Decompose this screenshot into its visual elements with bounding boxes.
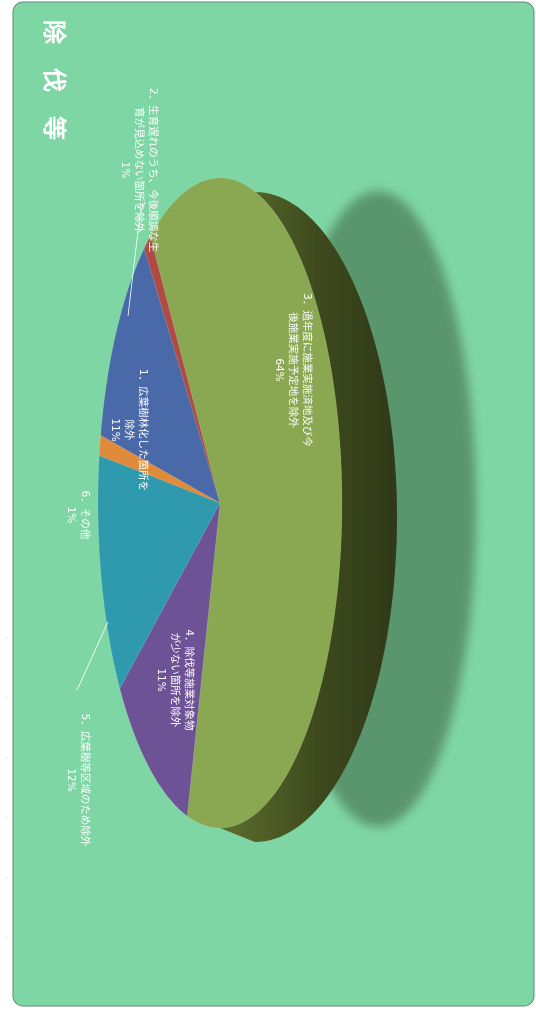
slice-label-line-1: 除外 bbox=[123, 420, 136, 441]
slice-percent-6: 1% bbox=[65, 507, 77, 524]
svg-text:·: · bbox=[6, 695, 8, 702]
slice-percent-1: 11% bbox=[109, 418, 121, 441]
svg-text:·: · bbox=[6, 635, 8, 642]
svg-text:·: · bbox=[6, 815, 8, 822]
chart-title-text: 除 伐 等 bbox=[40, 20, 68, 140]
slice-label-line-4: が少ない箇所を除外 bbox=[169, 633, 182, 728]
slice-percent-2: 1% bbox=[119, 162, 131, 179]
pie-depth-side bbox=[220, 178, 397, 842]
slice-label-line-2: 育が見込めない箇所を除外 bbox=[133, 107, 146, 233]
pie-body: 1．広葉樹林化した箇所を除外11%2．生育遅れのうち、今後順調な生育が見込めない… bbox=[65, 88, 476, 847]
svg-text:·: · bbox=[6, 875, 8, 882]
pie-slice-4 bbox=[119, 502, 221, 817]
slice-label-line-3: 3．過年度に施業実施済地及び今 bbox=[301, 293, 314, 447]
leader-line-5 bbox=[75, 621, 109, 691]
slice-label-line-2: 2．生育遅れのうち、今後順調な生 bbox=[147, 88, 160, 252]
slice-label-line-4: 4．除伐等施業対象物 bbox=[183, 629, 196, 730]
slice-label-line-1: 1．広葉樹林化した箇所を bbox=[137, 369, 150, 491]
slice-percent-4: 11% bbox=[155, 668, 167, 691]
side-note: · · · · · · bbox=[6, 635, 8, 942]
pie-slice-5 bbox=[97, 455, 221, 690]
chart-title: 除 伐 等 bbox=[40, 20, 68, 140]
svg-text:·: · bbox=[6, 935, 8, 942]
slice-percent-3: 64% bbox=[273, 358, 285, 381]
slice-label-line-5: 5．広葉樹等区域のため除外 bbox=[79, 714, 92, 847]
slice-label-line-3: 後施業実施予定地を除外 bbox=[287, 312, 300, 428]
pie-slice-3 bbox=[150, 177, 343, 829]
pie-slice-6 bbox=[98, 434, 221, 504]
leader-line-2 bbox=[127, 201, 146, 317]
svg-text:·: · bbox=[6, 755, 8, 762]
slice-percent-5: 12% bbox=[65, 768, 77, 791]
pie-slice-1 bbox=[100, 247, 221, 504]
slice-label-line-6: 6．その他 bbox=[79, 491, 92, 540]
